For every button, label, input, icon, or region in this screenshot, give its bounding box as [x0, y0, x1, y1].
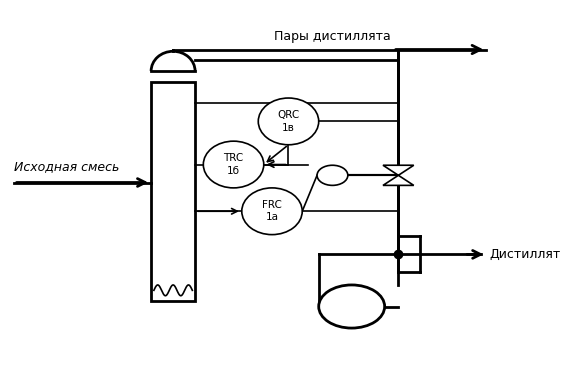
Polygon shape [383, 165, 414, 175]
Ellipse shape [258, 98, 319, 145]
Text: Пары дистиллята: Пары дистиллята [274, 30, 391, 43]
Text: Дистиллят: Дистиллят [489, 248, 560, 261]
Ellipse shape [204, 141, 264, 188]
Circle shape [319, 285, 385, 328]
Text: FRC
1а: FRC 1а [262, 200, 282, 222]
Bar [151, 82, 195, 301]
Circle shape [317, 165, 348, 185]
Text: Исходная смесь: Исходная смесь [14, 161, 119, 173]
Text: TRC
1б: TRC 1б [224, 153, 244, 176]
Ellipse shape [242, 188, 302, 235]
Polygon shape [383, 175, 414, 185]
Text: QRC
1в: QRC 1в [277, 110, 300, 132]
